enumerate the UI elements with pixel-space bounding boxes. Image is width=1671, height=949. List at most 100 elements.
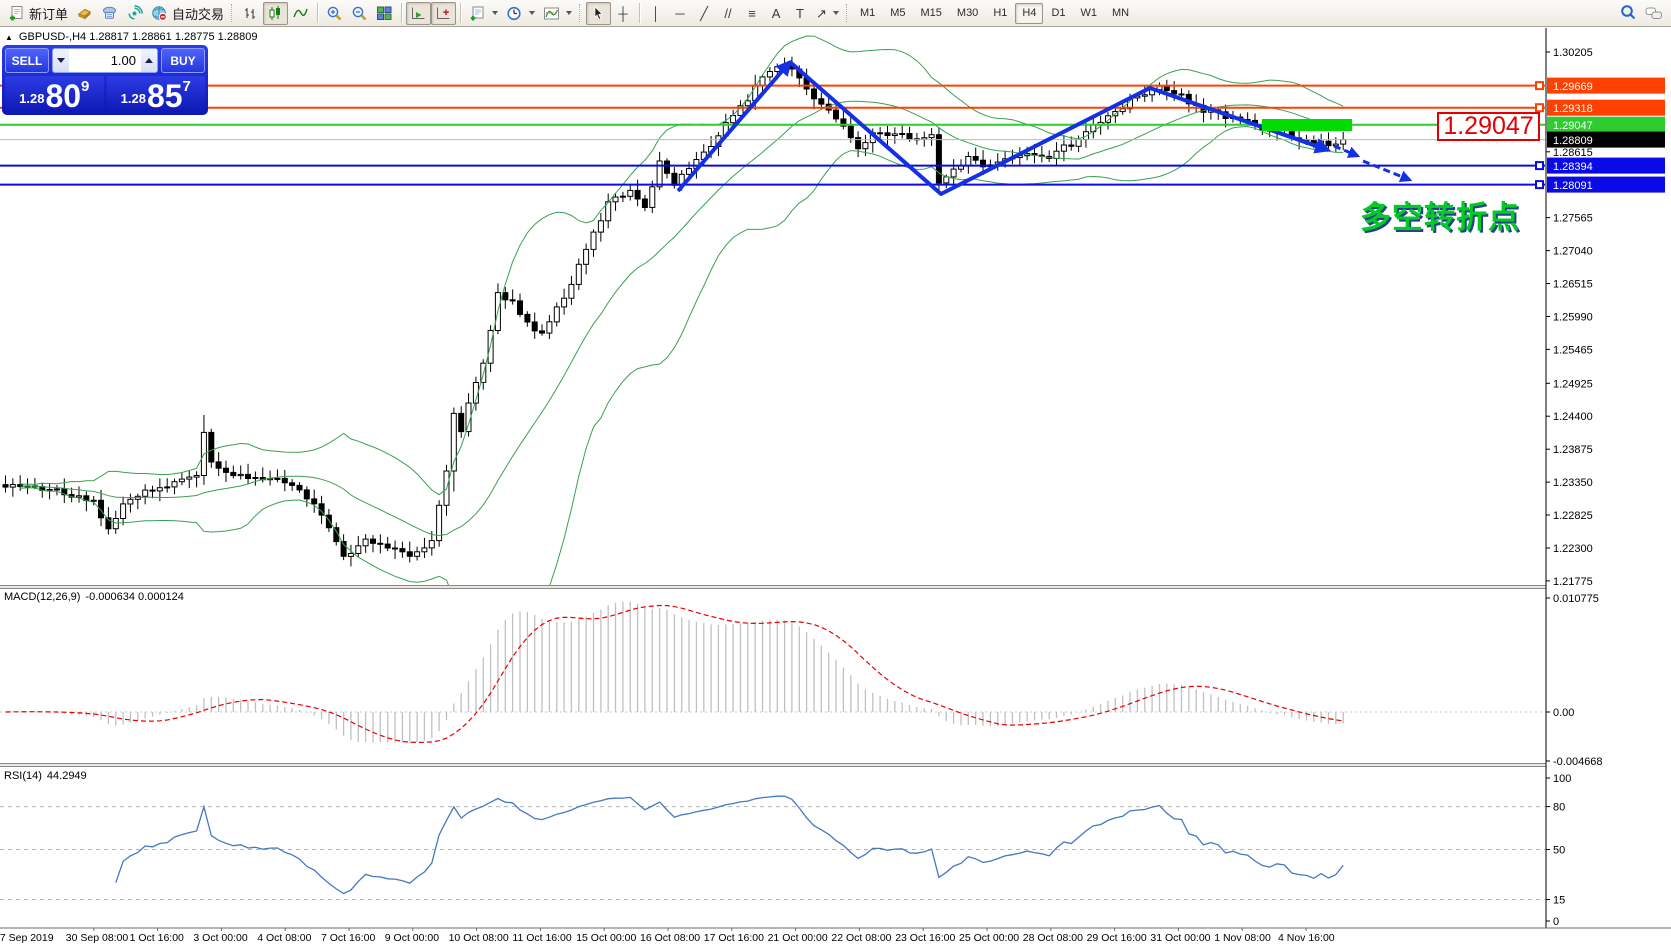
zoom-out-button[interactable] <box>347 2 372 25</box>
svg-text:1.28615: 1.28615 <box>1553 147 1593 159</box>
buy-button[interactable]: BUY <box>161 48 205 73</box>
sell-price[interactable]: 1.28 80 9 <box>5 76 104 112</box>
crosshair-button[interactable]: ┼ <box>611 2 635 25</box>
svg-text:1.28394: 1.28394 <box>1553 161 1593 173</box>
sell-button[interactable]: SELL <box>5 48 49 73</box>
chat-button[interactable] <box>1641 2 1667 25</box>
svg-text:7 Oct 16:00: 7 Oct 16:00 <box>321 932 375 944</box>
timeframe-d1-button[interactable]: D1 <box>1044 3 1072 24</box>
fibonacci-button[interactable]: ≡ <box>740 2 764 25</box>
timeframe-m30-button[interactable]: M30 <box>950 3 985 24</box>
svg-text:9 Oct 00:00: 9 Oct 00:00 <box>385 932 439 944</box>
horizontal-line-icon: ─ <box>675 5 685 21</box>
svg-text:-0.004668: -0.004668 <box>1553 756 1603 768</box>
panel-resize-handle[interactable] <box>0 762 1546 768</box>
price-annotation-box: 1.29047 <box>1437 112 1540 141</box>
vps-icon <box>103 6 117 19</box>
svg-text:1.29669: 1.29669 <box>1553 81 1593 93</box>
vertical-line-button[interactable]: │ <box>644 2 668 25</box>
text-button[interactable]: A <box>764 2 788 25</box>
chart-title: ▲ GBPUSD-,H4 1.28817 1.28861 1.28775 1.2… <box>5 31 257 43</box>
timeframe-m15-button[interactable]: M15 <box>914 3 949 24</box>
new-order-button[interactable]: 新订单 <box>4 2 72 25</box>
cursor-button[interactable] <box>586 1 612 25</box>
timeframe-group: M1 M5 M15 M30 H1 H4 D1 W1 MN <box>853 2 1136 24</box>
turning-point-note: 多空转折点 <box>1360 200 1520 235</box>
collapse-panel-icon[interactable]: ▲ <box>5 32 13 42</box>
line-chart-button[interactable] <box>288 2 313 25</box>
toolbar-separator <box>401 3 403 23</box>
buy-price[interactable]: 1.28 85 7 <box>106 76 205 114</box>
new-chart-button[interactable] <box>465 2 502 25</box>
svg-text:0.010775: 0.010775 <box>1553 593 1599 605</box>
buy-price-prefix: 1.28 <box>120 91 146 106</box>
chart-shift-button[interactable] <box>431 1 457 25</box>
timeframe-m5-button[interactable]: M5 <box>883 3 912 24</box>
toolbar-grip <box>579 4 583 22</box>
svg-text:25 Oct 00:00: 25 Oct 00:00 <box>959 932 1019 944</box>
search-icon <box>1621 5 1636 20</box>
marketplace-button[interactable] <box>72 2 97 25</box>
dropdown-caret-icon <box>529 11 536 15</box>
signals-button[interactable] <box>122 2 147 25</box>
vps-button[interactable] <box>97 2 122 25</box>
tile-windows-button[interactable] <box>372 2 397 25</box>
fibonacci-icon: ≡ <box>748 5 756 21</box>
text-label-button[interactable]: T <box>788 2 812 25</box>
marketplace-icon <box>78 8 91 20</box>
caret-down-icon <box>57 58 65 63</box>
chart-shift-icon <box>437 7 450 19</box>
volume-increase-button[interactable] <box>141 49 157 72</box>
zoom-in-button[interactable] <box>322 2 347 25</box>
buy-price-big: 85 <box>146 77 183 114</box>
timeframe-mn-button[interactable]: MN <box>1105 3 1136 24</box>
arrows-button[interactable]: ↗ <box>812 2 843 25</box>
horizontal-level-lines[interactable] <box>0 84 1545 186</box>
bar-chart-button[interactable] <box>238 2 263 25</box>
timeframe-h1-button[interactable]: H1 <box>986 3 1014 24</box>
time-axis[interactable] <box>0 928 1546 949</box>
toolbar-separator <box>460 3 462 23</box>
svg-text:1.24925: 1.24925 <box>1553 378 1593 390</box>
volume-input[interactable] <box>69 49 141 72</box>
timeframe-w1-button[interactable]: W1 <box>1074 3 1105 24</box>
svg-text:23 Oct 16:00: 23 Oct 16:00 <box>895 932 955 944</box>
svg-text:15: 15 <box>1553 895 1565 907</box>
bar-chart-icon <box>245 7 256 19</box>
panel-resize-handle[interactable] <box>0 584 1546 590</box>
timeframe-m1-button[interactable]: M1 <box>853 3 882 24</box>
indicators-icon <box>544 7 560 19</box>
autotrading-label: 自动交易 <box>172 6 225 22</box>
toolbar-grip <box>845 4 850 22</box>
autotrading-button[interactable]: 自动交易 <box>147 2 228 25</box>
dropdown-caret-icon <box>492 11 499 15</box>
macd-label: MACD(12,26,9) -0.000634 0.000124 <box>4 591 184 603</box>
svg-text:3 Oct 00:00: 3 Oct 00:00 <box>193 932 247 944</box>
chart-background <box>0 27 1671 949</box>
trendline-button[interactable]: ╱ <box>692 2 716 25</box>
price-axis[interactable] <box>1546 28 1671 928</box>
svg-text:21 Oct 00:00: 21 Oct 00:00 <box>768 932 828 944</box>
svg-text:1.28809: 1.28809 <box>1553 135 1593 147</box>
svg-text:1.25465: 1.25465 <box>1553 344 1593 356</box>
toolbar-separator <box>317 3 319 23</box>
channel-button[interactable]: // <box>716 2 740 25</box>
indicators-button[interactable] <box>539 2 576 25</box>
candlestick-chart-button[interactable] <box>263 1 289 25</box>
svg-text:4 Nov 16:00: 4 Nov 16:00 <box>1278 932 1335 944</box>
cursor-icon <box>594 5 603 20</box>
volume-decrease-button[interactable] <box>53 49 69 72</box>
svg-text:10 Oct 08:00: 10 Oct 08:00 <box>449 932 509 944</box>
search-button[interactable] <box>1615 2 1641 25</box>
zoom-out-icon <box>352 6 367 20</box>
new-order-icon <box>10 5 23 20</box>
svg-text:1.23875: 1.23875 <box>1553 444 1593 456</box>
horizontal-line-button[interactable]: ─ <box>668 2 692 25</box>
auto-scroll-button[interactable] <box>406 1 432 25</box>
highlight-zone[interactable] <box>1262 119 1352 131</box>
timeframe-h4-button[interactable]: H4 <box>1015 2 1044 24</box>
trend-zigzag[interactable] <box>676 59 1413 196</box>
periods-button[interactable] <box>502 2 539 25</box>
